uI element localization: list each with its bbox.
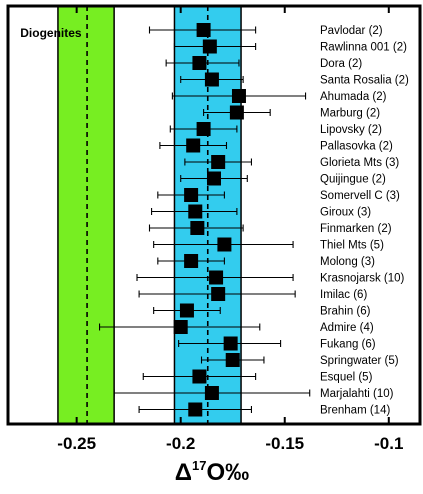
sample-label-15: Krasnojarsk (10) — [320, 273, 405, 285]
sample-label-22: Marjalahti (10) — [320, 388, 394, 400]
data-point-23 — [188, 403, 202, 417]
sample-label-2: Dora (2) — [320, 58, 362, 70]
sample-label-12: Finmarken (2) — [320, 223, 392, 235]
sample-label-19: Fukang (6) — [320, 339, 376, 351]
sample-label-21: Esquel (5) — [320, 372, 373, 384]
sample-label-10: Somervell C (3) — [320, 190, 400, 202]
sample-labels-layer: Pavlodar (2) Rawlinna 001 (2) Dora (2) Sant… — [320, 25, 409, 417]
data-point-9 — [207, 172, 221, 186]
data-point-12 — [190, 221, 204, 235]
sample-label-6: Lipovsky (2) — [320, 124, 382, 136]
data-point-14 — [184, 254, 198, 268]
band-0 — [58, 6, 114, 424]
sample-label-8: Glorieta Mts (3) — [320, 157, 399, 169]
x-axis-title-symbol: Δ — [175, 459, 192, 486]
data-point-17 — [180, 304, 194, 318]
data-point-4 — [232, 89, 246, 103]
data-point-10 — [184, 188, 198, 202]
x-axis-title: Δ17O‰ — [175, 458, 249, 486]
data-point-11 — [188, 205, 202, 219]
data-point-20 — [226, 353, 240, 367]
data-point-3 — [205, 73, 219, 87]
data-point-22 — [205, 386, 219, 400]
x-tick-label-0: -0.25 — [57, 434, 96, 453]
data-point-21 — [192, 370, 206, 384]
data-point-2 — [192, 56, 206, 70]
bands-layer: Diogenites — [20, 6, 241, 424]
data-point-18 — [174, 320, 188, 334]
sample-label-23: Brenham (14) — [320, 405, 390, 417]
x-tick-label-2: -0.15 — [265, 434, 304, 453]
sample-label-16: Imilac (6) — [320, 289, 367, 301]
x-tick-label-1: -0.2 — [166, 434, 195, 453]
sample-label-5: Marburg (2) — [320, 108, 380, 120]
sample-label-20: Springwater (5) — [320, 355, 399, 367]
sample-label-14: Molong (3) — [320, 256, 375, 268]
data-point-0 — [197, 23, 211, 37]
data-point-6 — [197, 122, 211, 136]
data-point-5 — [230, 106, 244, 120]
sample-label-4: Ahumada (2) — [320, 91, 387, 103]
x-axis-title-superscript: 17 — [192, 458, 206, 473]
data-point-7 — [186, 139, 200, 153]
sample-label-7: Pallasovka (2) — [320, 141, 393, 153]
sample-label-9: Quijingue (2) — [320, 174, 386, 186]
sample-label-0: Pavlodar (2) — [320, 25, 383, 37]
sample-label-17: Brahin (6) — [320, 306, 371, 318]
data-point-19 — [224, 337, 238, 351]
x-tick-label-3: -0.1 — [374, 434, 403, 453]
data-point-15 — [209, 271, 223, 285]
sample-label-11: Giroux (3) — [320, 207, 371, 219]
x-axis-title-unit: O‰ — [207, 459, 250, 486]
sample-label-3: Santa Rosalia (2) — [320, 75, 409, 87]
sample-label-13: Thiel Mts (5) — [320, 240, 384, 252]
data-point-1 — [203, 40, 217, 54]
sample-label-1: Rawlinna 001 (2) — [320, 42, 407, 54]
band-label-0: Diogenites — [20, 26, 82, 40]
data-point-8 — [211, 155, 225, 169]
data-point-13 — [217, 238, 231, 252]
sample-label-18: Admire (4) — [320, 322, 374, 334]
data-point-16 — [211, 287, 225, 301]
